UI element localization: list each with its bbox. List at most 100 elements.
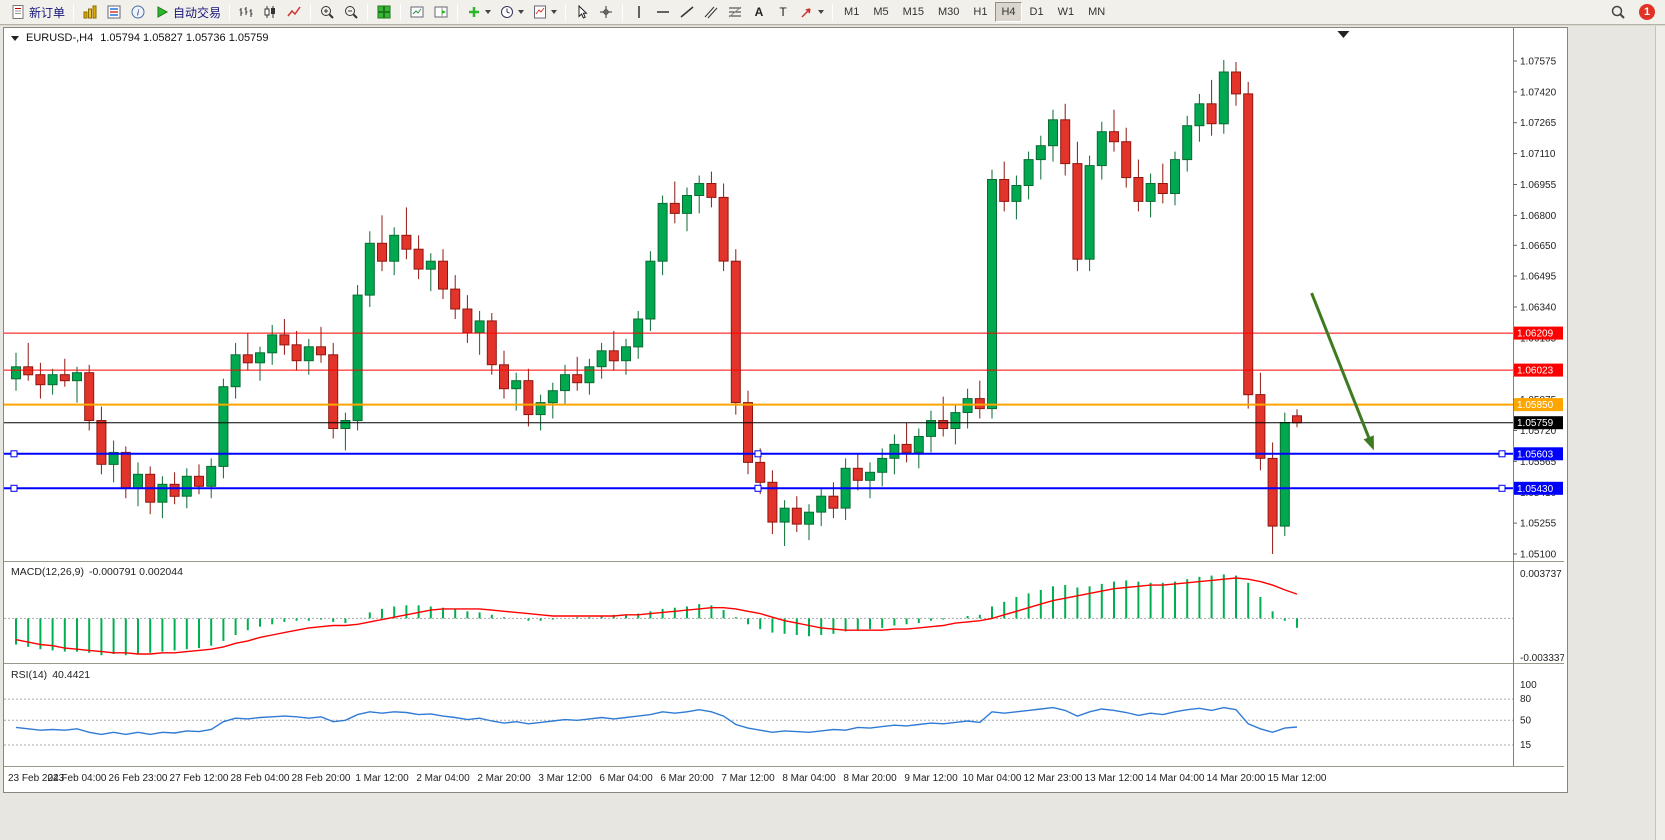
window-scrollbar[interactable] [1655, 26, 1665, 840]
svg-text:1.05759: 1.05759 [1517, 418, 1554, 429]
time-tick-label: 13 Mar 12:00 [1085, 773, 1144, 784]
line-handle[interactable] [754, 450, 762, 458]
chart-profiles-button[interactable] [78, 2, 102, 23]
data-window-icon: i [131, 5, 145, 19]
support-line-1[interactable] [4, 450, 1513, 458]
templates-button[interactable] [528, 2, 561, 23]
timeframe-m15-button[interactable]: M15 [902, 6, 924, 18]
time-tick-label: 9 Mar 12:00 [904, 773, 958, 784]
market-watch-button[interactable] [102, 2, 126, 23]
horizontal-line-button[interactable] [651, 2, 675, 23]
zoom-in-button[interactable] [315, 2, 339, 23]
fibonacci-button[interactable] [723, 2, 747, 23]
tile-windows-icon [377, 5, 391, 19]
macd-axis: 0.003737 -0.003337 [1520, 569, 1564, 664]
chart-shift-button[interactable] [429, 2, 453, 23]
price-tick-label: 1.05100 [1520, 550, 1557, 561]
line-handle[interactable] [10, 484, 18, 492]
svg-text:15: 15 [1520, 740, 1532, 751]
label-button[interactable]: T [771, 2, 795, 23]
timeframe-d1-button[interactable]: D1 [1029, 6, 1044, 18]
time-tick-label: 2 Mar 20:00 [477, 773, 531, 784]
svg-text:0.003737: 0.003737 [1520, 569, 1562, 580]
timeframe-w1-button[interactable]: W1 [1057, 6, 1075, 18]
candlestick-chart-button[interactable] [258, 2, 282, 23]
add-indicator-button[interactable] [462, 2, 495, 23]
macd-label: MACD(12,26,9) -0.000791 0.002044 [11, 566, 188, 578]
time-tick-label: 14 Mar 04:00 [1146, 773, 1205, 784]
cursor-button[interactable] [570, 2, 594, 23]
timeframe-m1-button[interactable]: M1 [844, 6, 860, 18]
data-window-button[interactable]: i [126, 2, 150, 23]
price-tick-label: 1.05565 [1520, 457, 1557, 468]
chart-window: EURUSD-,H4 1.05794 1.05827 1.05736 1.057… [3, 27, 1568, 793]
notification-badge[interactable]: 1 [1639, 4, 1655, 20]
line-handle[interactable] [1498, 450, 1506, 458]
crosshair-button[interactable] [594, 2, 618, 23]
new-order-button[interactable]: 新订单 [6, 2, 69, 23]
toolbar-right: 1 [1606, 2, 1659, 23]
toolbar-separator [400, 3, 402, 21]
toolbar-separator [73, 3, 75, 21]
price-tick-label: 1.07575 [1520, 57, 1557, 68]
price-tick-label: 1.07420 [1520, 87, 1557, 98]
text-button[interactable]: A [747, 2, 771, 23]
price-tick-label: 1.06340 [1520, 303, 1557, 314]
line-handle[interactable] [10, 450, 18, 458]
time-tick-label: 26 Feb 23:00 [109, 773, 168, 784]
rsi-line [15, 706, 1298, 736]
chart-canvas[interactable]: 1.07575 1.07420 1.07265 1.07110 1.06955 1.068… [4, 28, 1564, 791]
expand-ohlc-triangle-icon[interactable] [11, 35, 19, 41]
time-tick-label: 24 Feb 04:00 [48, 773, 107, 784]
chart-shift-marker-icon[interactable] [1337, 31, 1350, 38]
resistance-line-2-label: 1.06023 [1514, 363, 1563, 377]
toolbar-separator [367, 3, 369, 21]
market-watch-icon [107, 5, 121, 19]
tile-windows-button[interactable] [372, 2, 396, 23]
vertical-line-button[interactable] [627, 2, 651, 23]
time-tick-label: 28 Feb 20:00 [292, 773, 351, 784]
autotrading-button-label: 自动交易 [173, 5, 222, 20]
bar-chart-button[interactable] [234, 2, 258, 23]
zoom-out-button[interactable] [339, 2, 363, 23]
timeframe-mn-button[interactable]: MN [1088, 6, 1106, 18]
autotrading-button[interactable]: 自动交易 [150, 2, 225, 23]
svg-text:80: 80 [1520, 694, 1532, 705]
support-line-2[interactable] [4, 484, 1513, 492]
channel-button[interactable] [699, 2, 723, 23]
trend-arrow-annotation[interactable] [1310, 292, 1374, 451]
template-icon [534, 5, 547, 19]
line-handle[interactable] [1498, 484, 1506, 492]
arrows-button[interactable] [795, 2, 828, 23]
line-chart-button[interactable] [282, 2, 306, 23]
zoom-out-icon [345, 6, 358, 19]
timeframe-m5-button[interactable]: M5 [873, 6, 889, 18]
candles-icon [264, 6, 276, 18]
search-icon[interactable] [1606, 2, 1630, 23]
timeframe-h4-button[interactable]: H4 [995, 2, 1022, 22]
timeframe-h1-button[interactable]: H1 [973, 6, 988, 18]
dropdown-caret-icon [818, 10, 825, 14]
time-tick-label: 6 Mar 04:00 [599, 773, 653, 784]
resistance-line-1-label: 1.06209 [1514, 326, 1563, 340]
svg-text:-0.003337: -0.003337 [1520, 653, 1564, 664]
label-icon: T [779, 5, 787, 19]
trendline-button[interactable] [675, 2, 699, 23]
line-handle[interactable] [754, 484, 762, 492]
toolbar-separator [565, 3, 567, 21]
toolbar-separator [229, 3, 231, 21]
price-tick-label: 1.05720 [1520, 426, 1557, 437]
hline-icon [657, 11, 670, 13]
svg-text:T: T [779, 5, 787, 19]
chart-title: EURUSD-,H4 1.05794 1.05827 1.05736 1.057… [11, 32, 268, 44]
rsi-title: RSI(14) [11, 669, 48, 681]
chart-ohlc-values: 1.05794 1.05827 1.05736 1.05759 [100, 32, 269, 44]
timeframe-m30-button[interactable]: M30 [938, 6, 960, 18]
periods-button[interactable] [495, 2, 528, 23]
auto-scroll-button[interactable] [405, 2, 429, 23]
dropdown-caret-icon [518, 10, 525, 14]
channel-icon [704, 6, 718, 19]
macd-histogram [15, 574, 1298, 656]
svg-text:i: i [137, 8, 140, 18]
